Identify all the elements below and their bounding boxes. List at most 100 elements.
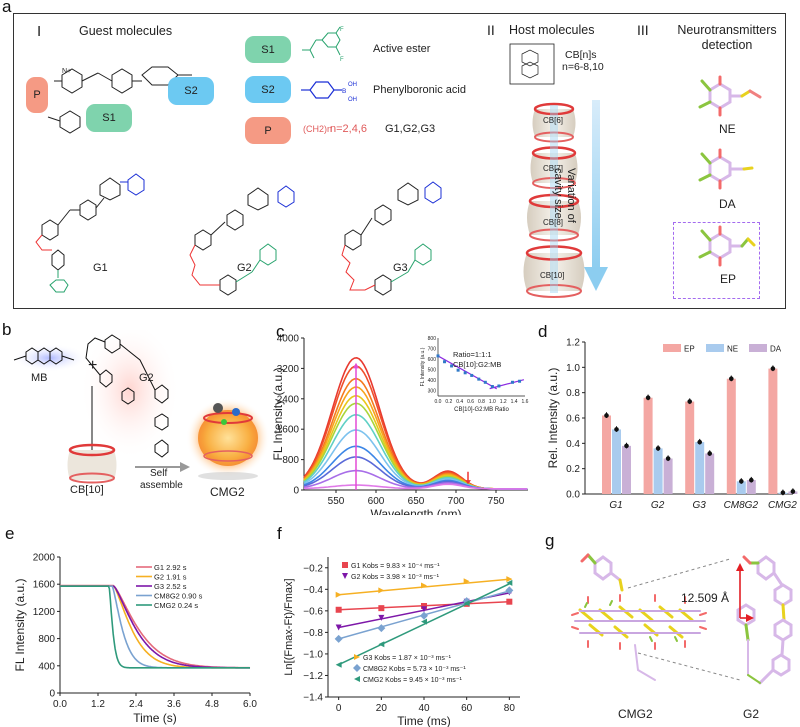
legend-s2-name: Phenylboronic acid — [373, 84, 466, 96]
d-data-point — [729, 376, 734, 382]
f-point-cmg2 — [335, 661, 342, 668]
panel-letter-d: d — [538, 322, 548, 341]
f-point-cmg2 — [463, 600, 470, 607]
f-fit-line-g3 — [338, 578, 512, 596]
d-y-tick-label: 0.0 — [566, 490, 580, 501]
cb10-label: CB[10] — [70, 484, 104, 496]
c-inset-x-tick-label: 1.4 — [511, 399, 518, 405]
nt-label-ep: EP — [720, 272, 737, 286]
f-point-cm8g2 — [334, 634, 343, 643]
legend-p-guests: G1,G2,G3 — [385, 123, 436, 135]
d-data-point — [624, 443, 629, 449]
section-title-host: Host molecules — [509, 23, 595, 37]
d-y-tick-label: 0.2 — [566, 464, 580, 475]
guest-structures — [35, 173, 442, 296]
guest-label-g1: G1 — [93, 262, 108, 274]
c-inset-x-tick-label: 1.6 — [522, 399, 529, 405]
c-inset-background — [420, 334, 531, 416]
ep-model — [698, 225, 756, 267]
c-inset-x-tick-label: 0.8 — [478, 399, 485, 405]
e-y-axis-label: FL Intensity (a.u.) — [13, 579, 27, 672]
f-x-tick-label: 60 — [461, 703, 473, 714]
d-x-tick-label: G3 — [693, 500, 707, 511]
section-numeral-1: I — [37, 23, 42, 40]
f-y-tick-label: −1.0 — [303, 649, 323, 660]
f-y-tick-label: −1.2 — [303, 671, 323, 682]
cb10-ring — [67, 443, 117, 484]
g2-label: G2 — [139, 372, 154, 384]
host-name: CB[n]s — [565, 49, 597, 61]
ring-label-cb7: CB[7] — [543, 164, 564, 173]
c-spectrum-line — [303, 483, 528, 490]
f-point-g3 — [378, 587, 385, 594]
panel-a-frame — [13, 13, 786, 309]
e-legend-label-g1: G1 2.92 s — [154, 563, 187, 572]
d-y-tick-label: 1.2 — [566, 338, 580, 349]
c-inset-point — [510, 380, 514, 384]
ne-model — [698, 75, 762, 117]
d-y-tick-label: 0.4 — [566, 439, 580, 450]
e-x-tick-label: 2.4 — [129, 699, 143, 710]
f-point-g1 — [421, 603, 427, 609]
c-inset-point — [436, 354, 440, 358]
f-point-g1 — [335, 606, 342, 613]
e-y-tick-label: 800 — [38, 634, 55, 645]
c-inset-x-tick-label: 0.2 — [445, 399, 452, 405]
molecular-model-g — [571, 553, 793, 685]
f-point-cmg2 — [506, 579, 513, 586]
f-legend-label-cm8g2: CM8G2 Kobs = 5.73 × 10⁻³ ms⁻¹ — [363, 666, 466, 673]
d-data-point — [749, 477, 754, 483]
d-bar-ep — [726, 378, 736, 494]
c-inset-point — [518, 379, 522, 383]
f-point-g3 — [421, 582, 427, 589]
d-legend-label-ep: EP — [684, 345, 695, 354]
nt-label-da: DA — [719, 197, 736, 211]
svg-text:OH: OH — [348, 97, 357, 103]
f-x-tick-label: 20 — [376, 703, 388, 714]
d-x-tick-label: G2 — [651, 500, 665, 511]
d-bar-da — [705, 453, 715, 494]
e-y-tick-label: 0 — [49, 689, 55, 700]
legend-p-formula: (CH2)n — [303, 124, 333, 134]
d-x-tick-label: G1 — [609, 500, 622, 511]
active-ester-structure: FF — [302, 26, 344, 63]
c-inset-x-tick-label: 0.0 — [435, 399, 442, 405]
guest-label-g3: G3 — [393, 262, 408, 274]
mb-label: MB — [31, 372, 48, 384]
c-inset-x-tick-label: 0.6 — [467, 399, 474, 405]
c-y-tick-label: 800 — [282, 455, 299, 466]
d-data-point — [739, 479, 744, 484]
d-bar-ep — [685, 401, 695, 494]
d-bar-da — [746, 480, 756, 494]
f-legend-marker-g3 — [354, 654, 360, 660]
svg-text:F: F — [340, 57, 344, 63]
c-inset-point — [477, 377, 481, 381]
cucurbituril-structure — [509, 43, 555, 85]
f-x-tick-label: 80 — [504, 703, 516, 714]
f-y-tick-label: −0.8 — [303, 628, 323, 639]
e-legend-label-g3: G3 2.52 s — [154, 582, 187, 591]
e-series-line-cmg2 — [60, 585, 250, 669]
cmg2-assembly — [186, 398, 270, 480]
nt-label-ne: NE — [719, 122, 736, 136]
panel-letter-c: c — [276, 322, 285, 341]
legend-p-n: n=2,4,6 — [330, 123, 368, 135]
tag-s1: S1 — [86, 104, 132, 132]
d-bar-ne — [612, 429, 621, 494]
f-point-cmg2 — [378, 641, 385, 648]
panel-letter-f: f — [277, 524, 282, 543]
d-legend-label-da: DA — [770, 345, 782, 354]
c-inset-point — [450, 364, 454, 368]
g2-structure — [85, 334, 169, 458]
d-legend-swatch-ep — [663, 344, 681, 352]
d-bar-ep — [643, 397, 653, 494]
d-bar-ne — [695, 442, 705, 494]
f-y-tick-label: −1.4 — [303, 693, 323, 704]
f-y-tick-label: −0.4 — [303, 585, 323, 596]
c-y-tick-label: 0 — [293, 486, 299, 497]
d-data-point — [665, 456, 671, 461]
guest-label-g2: G2 — [237, 262, 252, 274]
f-legend-label-g2: G2 Kobs = 3.98 × 10⁻³ ms⁻¹ — [351, 574, 440, 581]
f-legend-label-g1: G1 Kobs = 9.83 × 10⁻⁴ ms⁻¹ — [351, 563, 440, 570]
f-point-cm8g2 — [377, 624, 386, 633]
